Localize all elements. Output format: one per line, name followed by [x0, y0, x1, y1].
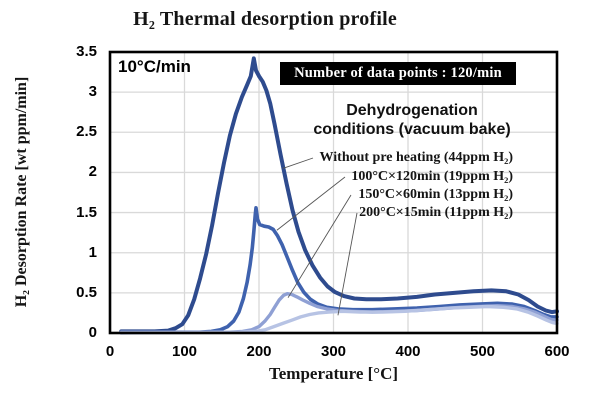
leader-line-1	[276, 176, 346, 231]
y-tick-label: 3	[88, 83, 97, 101]
series-curve-3	[119, 304, 559, 335]
series-curve-0	[119, 56, 559, 334]
series-label-150c-60min: 150°C×60min (13ppm H₂)	[358, 187, 513, 202]
x-tick-label: 500	[469, 343, 496, 360]
leader-line-0	[282, 157, 314, 169]
y-axis-title: H₂ Desorption Rate [wt ppm/min]	[13, 76, 30, 308]
x-axis-title: Temperature [°C]	[268, 364, 399, 383]
legend-title: Dehydrogenation conditions (vacuum bake)	[312, 101, 512, 139]
y-tick-label: 1	[88, 243, 97, 261]
y-tick-label: 0	[88, 324, 97, 341]
x-tick-label: 200	[246, 343, 272, 360]
y-tick-label: 0.5	[76, 283, 97, 301]
leader-line-3	[337, 212, 358, 316]
x-tick-label: 100	[171, 343, 198, 360]
y-tick-label: 2	[88, 163, 97, 181]
x-tick-label: 300	[320, 343, 347, 360]
x-tick-label: 600	[544, 343, 570, 360]
y-tick-label: 1.5	[76, 203, 97, 221]
data-points-badge: Number of data points : 120/min	[280, 62, 516, 85]
y-tick-label: 2.5	[76, 123, 97, 141]
label-leader-lines	[276, 157, 358, 316]
chart-title: H₂ Thermal desorption profile	[133, 8, 397, 30]
y-tick-label: 3.5	[76, 43, 97, 60]
x-tick-label: 400	[395, 343, 421, 360]
legend-title-line1: Dehydrogenation	[346, 102, 478, 119]
series-curve-1	[119, 206, 559, 334]
plot-border	[108, 50, 559, 335]
gridlines	[110, 52, 557, 333]
series-label-without-preheating: Without pre heating (44ppm H₂)	[319, 150, 513, 165]
x-tick-label: 0	[105, 343, 115, 360]
series-label-200c-15min: 200°C×15min (11ppm H₂)	[359, 205, 513, 220]
legend-title-line2: conditions (vacuum bake)	[313, 121, 511, 138]
series-curves	[119, 56, 559, 335]
series-label-100c-120min: 100°C×120min (19ppm H₂)	[351, 169, 513, 184]
heating-rate-annotation: 10°C/min	[118, 57, 191, 76]
leader-line-2	[287, 194, 352, 298]
